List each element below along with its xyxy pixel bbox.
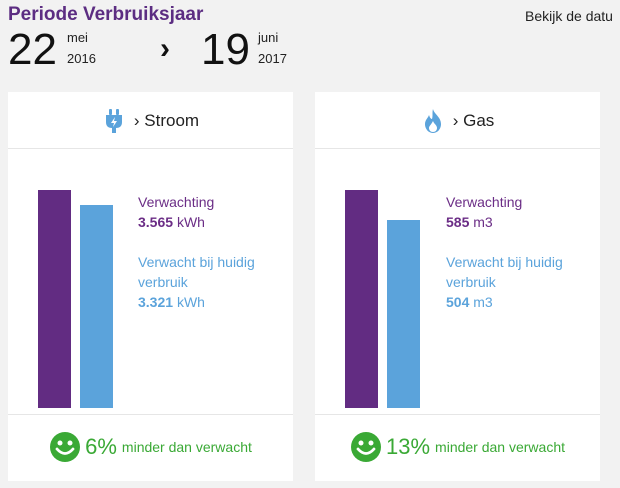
gas-card-footer: 13% minder dan verwacht: [315, 414, 600, 482]
gas-current-label-2: verbruik: [446, 274, 496, 290]
stroom-current-label-1: Verwacht bij huidig: [138, 254, 255, 270]
stroom-expected-unit: kWh: [176, 214, 205, 230]
stroom-current-unit: kWh: [176, 294, 205, 310]
gas-percent-text: minder dan verwacht: [435, 439, 565, 455]
stroom-current-value-line: 3.321 kWh: [138, 292, 255, 312]
stroom-current-label-2: verbruik: [138, 274, 188, 290]
gas-card: › Gas Verwachting 585 m3 Verwacht bij hu…: [315, 92, 600, 481]
stroom-expected-value-line: 3.565 kWh: [138, 212, 255, 232]
stroom-card-footer: 6% minder dan verwacht: [8, 414, 293, 482]
gas-info: Verwachting 585 m3 Verwacht bij huidig v…: [446, 192, 563, 312]
gas-card-header[interactable]: › Gas: [315, 92, 600, 149]
gas-expected-label: Verwachting: [446, 194, 523, 210]
gas-current-label-1: Verwacht bij huidig: [446, 254, 563, 270]
gas-expected-value: 585: [446, 214, 470, 230]
gas-expected-value-line: 585 m3: [446, 212, 563, 232]
period-chevron[interactable]: ›: [160, 32, 170, 65]
smiley-icon: [351, 432, 381, 462]
end-year: 2017: [258, 51, 287, 66]
stroom-info: Verwachting 3.565 kWh Verwacht bij huidi…: [138, 192, 255, 312]
start-year: 2016: [67, 51, 96, 66]
stroom-expected-bar: [38, 190, 71, 408]
smiley-icon: [50, 432, 81, 462]
start-day: 22: [8, 25, 57, 74]
stroom-expected-label: Verwachting: [138, 194, 215, 210]
gas-label: › Gas: [452, 111, 495, 130]
gas-current-value: 504: [446, 294, 470, 310]
view-dates-link[interactable]: Bekijk de datu: [525, 8, 613, 24]
gas-current-bar: [387, 220, 420, 408]
end-day: 19: [201, 25, 250, 74]
gas-current-value-line: 504 m3: [446, 292, 563, 312]
stroom-current-bar: [80, 205, 113, 408]
flame-icon: [424, 109, 441, 133]
stroom-label: › Stroom: [133, 111, 200, 130]
plug-icon: [105, 109, 122, 133]
gas-current-unit: m3: [473, 294, 493, 310]
period-title: Periode Verbruiksjaar: [8, 4, 204, 25]
gas-percent: 13%: [386, 434, 431, 459]
end-month: juni: [258, 30, 279, 45]
start-month: mei: [67, 30, 88, 45]
stroom-percent-text: minder dan verwacht: [121, 439, 252, 455]
stroom-card-header[interactable]: › Stroom: [8, 92, 293, 149]
gas-expected-bar: [345, 190, 378, 408]
stroom-card: › Stroom Verwachting 3.565 kWh Verwacht …: [8, 92, 293, 481]
stroom-current-value: 3.321: [138, 294, 174, 310]
gas-expected-unit: m3: [473, 214, 493, 230]
stroom-expected-value: 3.565: [138, 214, 174, 230]
stroom-percent: 6%: [85, 434, 117, 459]
